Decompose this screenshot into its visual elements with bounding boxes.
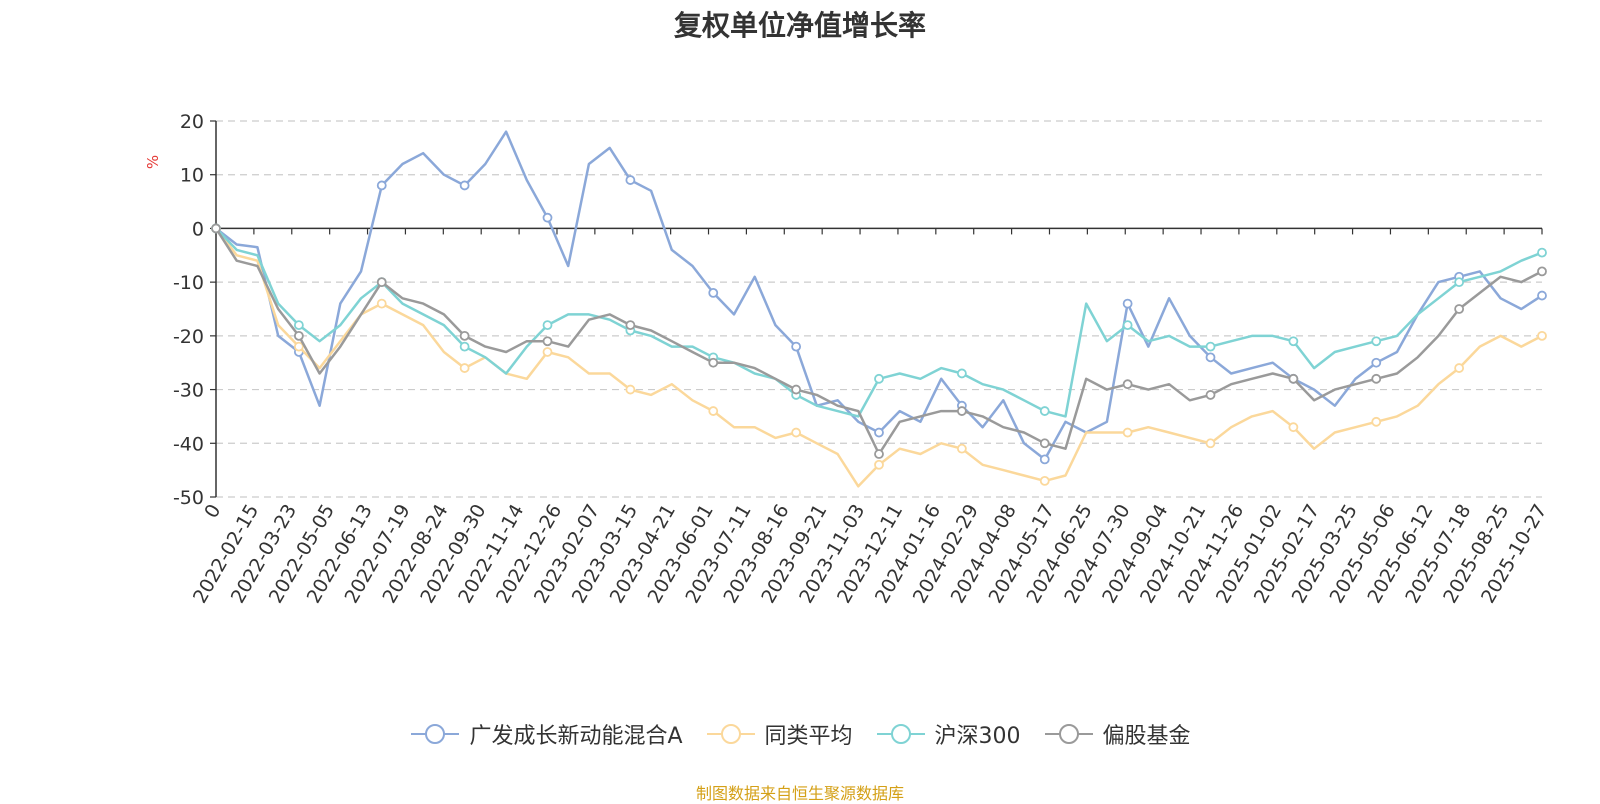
legend-label: 广发成长新动能混合A xyxy=(469,724,683,749)
series-1-point xyxy=(956,443,967,454)
series-3-point xyxy=(211,223,221,234)
series-1-point xyxy=(1288,422,1299,433)
legend-marker-icon xyxy=(1044,724,1093,744)
series-0-point xyxy=(1205,352,1216,363)
legend-item-1[interactable]: 同类平均 xyxy=(705,718,853,750)
legend-item-0[interactable]: 广发成长新动能混合A xyxy=(409,718,683,750)
y-tick-label: -10 xyxy=(173,272,204,294)
series-1-point xyxy=(625,384,636,395)
series-3-point xyxy=(1288,373,1299,384)
series-2-point xyxy=(1371,336,1382,347)
legend-label: 同类平均 xyxy=(764,724,853,749)
legend-item-3[interactable]: 偏股基金 xyxy=(1043,718,1191,750)
series-3-point xyxy=(1371,373,1382,384)
series-2-point xyxy=(874,373,884,384)
series-3-point xyxy=(625,320,636,331)
series-1-point xyxy=(874,459,884,470)
series-3-point xyxy=(874,449,884,459)
series-1-point xyxy=(459,363,470,373)
series-0-point xyxy=(625,175,636,185)
series-1-point xyxy=(1039,475,1050,486)
series-1-point xyxy=(1122,427,1133,438)
series-2-point xyxy=(956,368,967,379)
series-2-point xyxy=(459,341,470,352)
series-1-point xyxy=(1205,438,1216,449)
legend-item-2[interactable]: 沪深300 xyxy=(875,718,1021,750)
series-3-point xyxy=(791,384,802,395)
y-tick-label: -20 xyxy=(173,326,204,348)
y-tick-label: -30 xyxy=(173,380,204,402)
series-0-point xyxy=(542,212,553,223)
legend-marker-icon xyxy=(876,724,925,744)
series-1-point xyxy=(293,341,304,352)
series-1-point xyxy=(1371,416,1382,427)
series-0-point xyxy=(1122,298,1133,309)
series-2-point xyxy=(1122,320,1133,331)
x-tick-label: 0 xyxy=(200,501,225,522)
legend-label: 沪深300 xyxy=(934,724,1021,749)
series-3-point xyxy=(956,406,967,416)
series-0-point xyxy=(1537,290,1547,301)
series-3-point xyxy=(1122,379,1133,390)
series-2-point xyxy=(1205,341,1216,352)
series-2-point xyxy=(1288,336,1299,347)
series-line-3 xyxy=(214,227,1543,456)
y-tick-label: 10 xyxy=(180,165,204,187)
series-3-point xyxy=(1039,438,1050,449)
series-2-point xyxy=(1537,247,1547,258)
series-3-point xyxy=(708,357,719,368)
series-0-point xyxy=(708,287,719,298)
series-1-point xyxy=(791,427,802,438)
y-tick-label: -50 xyxy=(173,487,204,509)
series-3-point xyxy=(1205,390,1216,400)
series-3-point xyxy=(376,277,387,288)
series-1-point xyxy=(1537,330,1547,341)
series-1-point xyxy=(376,298,387,309)
series-2-point xyxy=(293,320,304,331)
series-3-point xyxy=(1454,304,1465,314)
legend-marker-icon xyxy=(706,724,755,744)
legend: 广发成长新动能混合A 同类平均 沪深300 偏股基金 xyxy=(0,718,1600,750)
series-0-point xyxy=(791,341,802,352)
source-text: 制图数据来自恒生聚源数据库 xyxy=(695,784,904,803)
y-axis-unit-label: % xyxy=(144,155,162,169)
series-0-point xyxy=(874,427,884,438)
series-2-point xyxy=(1039,406,1050,416)
y-tick-label: -40 xyxy=(173,433,204,455)
series-3-point xyxy=(459,330,470,341)
series-line-1 xyxy=(215,227,1543,488)
series-3-point xyxy=(542,336,553,347)
y-tick-label: 0 xyxy=(192,218,204,240)
series-1-point xyxy=(708,406,719,416)
legend-label: 偏股基金 xyxy=(1102,724,1191,749)
series-0-point xyxy=(376,180,387,191)
series-2-point xyxy=(1454,277,1465,288)
series-1-point xyxy=(1454,363,1465,373)
series-layer xyxy=(211,130,1547,488)
series-0-point xyxy=(1371,357,1382,368)
series-line-0 xyxy=(215,130,1543,461)
series-3-point xyxy=(293,330,304,341)
series-3-point xyxy=(1537,266,1547,277)
series-2-point xyxy=(542,320,553,331)
series-1-point xyxy=(542,347,553,357)
series-0-point xyxy=(1039,454,1050,465)
chart-title: 复权单位净值增长率 xyxy=(673,9,926,42)
y-tick-label: 20 xyxy=(180,111,204,133)
series-0-point xyxy=(459,180,470,191)
legend-marker-icon xyxy=(411,724,460,744)
